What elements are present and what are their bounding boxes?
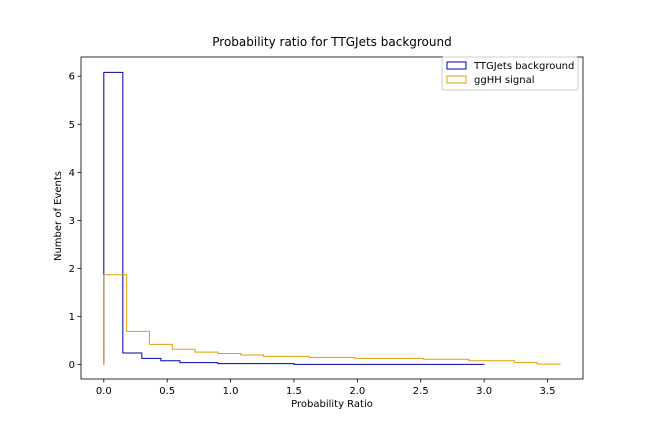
x-tick-label: 3.0	[476, 386, 492, 397]
x-tick-label: 2.0	[349, 386, 365, 397]
legend-frame	[441, 56, 579, 91]
legend-swatch-ttgjets	[446, 61, 467, 70]
x-axis-title: Probability Ratio	[291, 399, 373, 410]
y-axis-title: Number of Events	[53, 171, 64, 261]
y-tick-label: 4	[69, 168, 75, 179]
x-tick-label: 0.5	[159, 386, 175, 397]
series-step-0	[103, 71, 485, 365]
x-tick-label: 1.0	[223, 386, 239, 397]
y-tick-label: 1	[69, 312, 75, 323]
y-tick-label: 0	[69, 360, 75, 371]
axes-frame	[80, 56, 584, 380]
plot-area: 0.0 0.5 1.0 1.5 2.0 2.5 3.0 3.5 0 1 2 3 4 5 6	[69, 56, 584, 397]
y-tick-label: 2	[69, 264, 75, 275]
chart-title: Probability ratio for TTGJets background	[212, 35, 451, 49]
y-tick-label: 6	[69, 72, 75, 83]
legend-label-gghh: ggHH signal	[474, 75, 535, 86]
y-tick-label: 3	[69, 216, 75, 227]
series-step-1	[103, 274, 561, 365]
legend: TTGJets background ggHH signal	[441, 56, 579, 91]
legend-swatch-gghh	[446, 75, 467, 84]
x-tick-label: 1.5	[286, 386, 302, 397]
x-tick-label: 2.5	[413, 386, 429, 397]
legend-label-ttgjets: TTGJets background	[473, 61, 574, 72]
x-tick-label: 0.0	[96, 386, 112, 397]
y-tick-label: 5	[69, 120, 75, 131]
x-tick-label: 3.5	[540, 386, 556, 397]
